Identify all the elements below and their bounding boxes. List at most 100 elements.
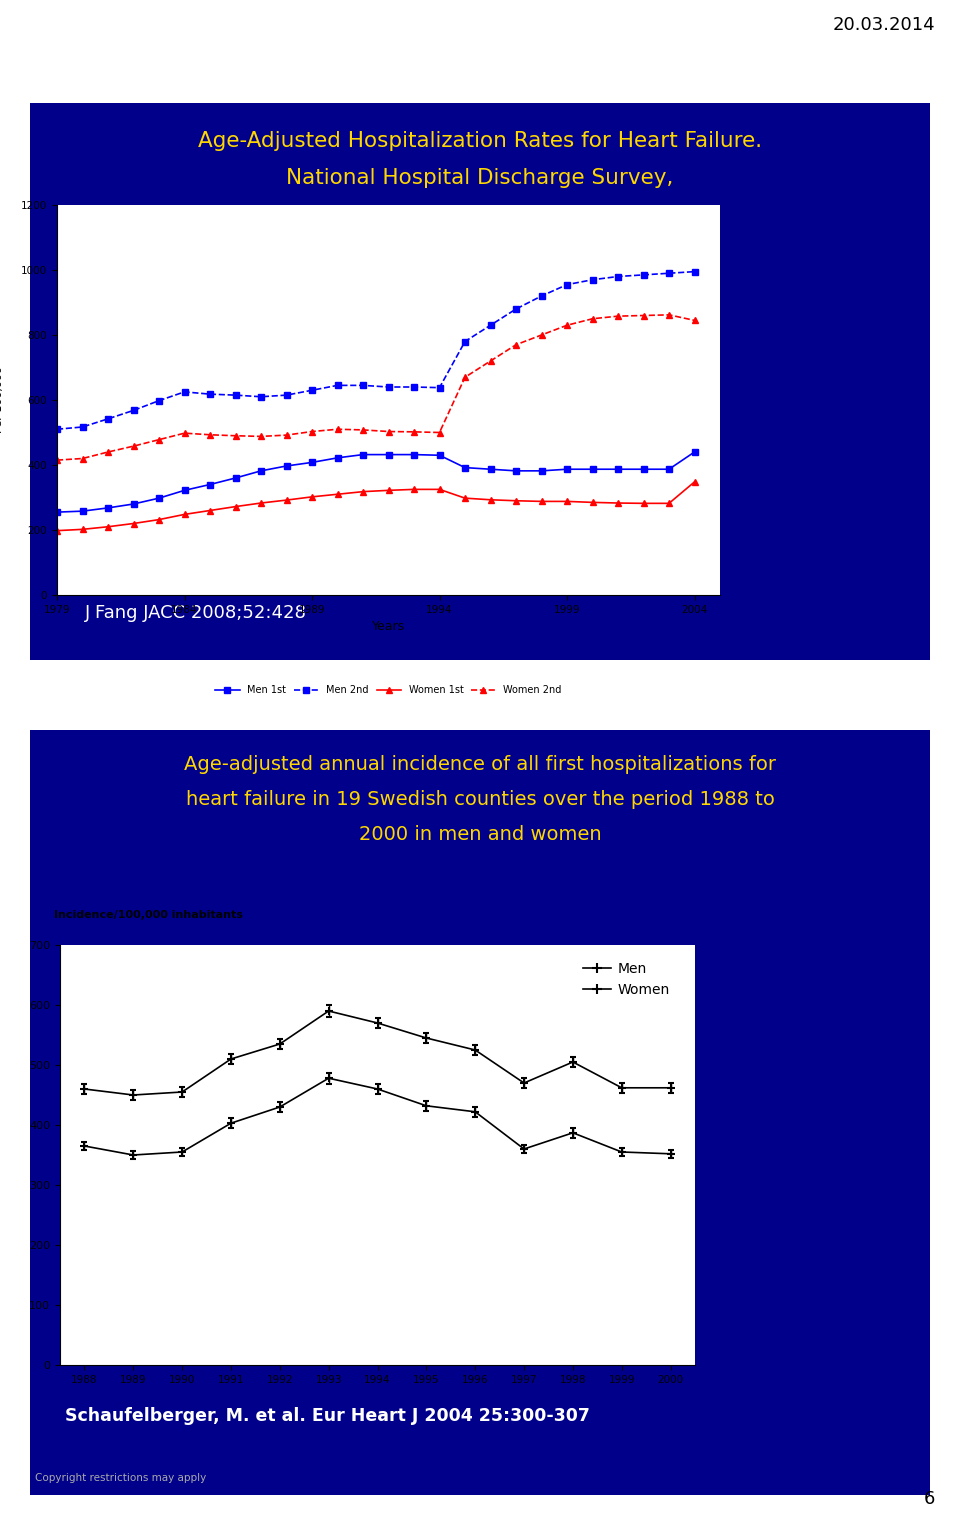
Men 2nd: [434, 378, 445, 397]
Women 1st: [434, 481, 445, 499]
Bar: [30, 729, 930, 1495]
Women 1st: [280, 491, 292, 510]
Men 1st: [637, 459, 649, 478]
Women 1st: [128, 514, 139, 533]
Men 2nd: [102, 409, 114, 427]
Women 2nd: [511, 336, 522, 354]
Men 1st: [51, 504, 62, 522]
Men 1st: [102, 499, 114, 517]
Women 1st: [562, 493, 573, 511]
Women 2nd: [255, 427, 267, 446]
Women 2nd: [663, 305, 675, 324]
Men 2nd: [562, 276, 573, 295]
Men 1st: [663, 459, 675, 478]
Women 2nd: [102, 443, 114, 461]
Men 1st: [306, 453, 318, 472]
Men 2nd: [255, 388, 267, 406]
Women 1st: [179, 505, 190, 523]
Men 2nd: [357, 377, 369, 395]
Women 2nd: [229, 427, 241, 446]
Women 1st: [383, 481, 395, 499]
Men 1st: [612, 459, 624, 478]
Men 2nd: [179, 383, 190, 401]
Women 2nd: [562, 316, 573, 334]
Men 1st: [128, 494, 139, 513]
Men 2nd: [383, 378, 395, 397]
Women 2nd: [332, 420, 344, 438]
Women 2nd: [434, 423, 445, 441]
Line: Women 1st: Women 1st: [54, 479, 697, 534]
Men 2nd: [51, 420, 62, 438]
Text: 20.03.2014: 20.03.2014: [832, 15, 935, 34]
Women 2nd: [536, 327, 547, 345]
Women 1st: [637, 494, 649, 513]
Text: Incidence/100,000 inhabitants: Incidence/100,000 inhabitants: [54, 909, 243, 920]
Women 2nd: [204, 426, 216, 444]
Men 1st: [229, 468, 241, 487]
Women 1st: [229, 497, 241, 516]
Women 2nd: [77, 449, 88, 467]
Men 2nd: [637, 266, 649, 284]
Women 1st: [536, 493, 547, 511]
Text: 2000 in men and women: 2000 in men and women: [359, 826, 601, 844]
Men 2nd: [154, 392, 165, 410]
Women 1st: [587, 493, 598, 511]
Men 1st: [688, 443, 700, 461]
Women 1st: [511, 491, 522, 510]
Men 2nd: [459, 333, 470, 351]
Men 1st: [204, 475, 216, 493]
Women 1st: [459, 488, 470, 507]
Women 2nd: [637, 307, 649, 325]
Men 2nd: [332, 377, 344, 395]
X-axis label: Years: Years: [372, 620, 405, 633]
Women 1st: [154, 510, 165, 528]
Women 2nd: [459, 368, 470, 386]
Women 2nd: [306, 423, 318, 441]
Text: J Fang JACC 2008;52:428: J Fang JACC 2008;52:428: [85, 604, 307, 623]
Line: Men 1st: Men 1st: [54, 449, 697, 514]
Men 2nd: [229, 386, 241, 404]
Text: Schaufelberger, M. et al. Eur Heart J 2004 25:300-307: Schaufelberger, M. et al. Eur Heart J 20…: [65, 1407, 589, 1425]
Men 2nd: [612, 267, 624, 285]
Women 2nd: [154, 430, 165, 449]
Men 1st: [332, 449, 344, 467]
Women 2nd: [357, 421, 369, 439]
Men 2nd: [77, 418, 88, 436]
Text: heart failure in 19 Swedish counties over the period 1988 to: heart failure in 19 Swedish counties ove…: [185, 790, 775, 809]
Women 1st: [688, 473, 700, 491]
Women 1st: [102, 517, 114, 536]
Men 1st: [485, 459, 496, 478]
Women 1st: [51, 522, 62, 540]
Women 1st: [357, 482, 369, 501]
Men 2nd: [587, 270, 598, 288]
Men 1st: [408, 446, 420, 464]
Men 2nd: [408, 378, 420, 397]
Women 1st: [485, 491, 496, 510]
Men 2nd: [306, 382, 318, 400]
Legend: Men, Women: Men, Women: [577, 957, 675, 1003]
Line: Men 2nd: Men 2nd: [54, 269, 697, 432]
Bar: [30, 102, 930, 661]
Men 1st: [536, 462, 547, 481]
Women 1st: [77, 520, 88, 539]
Men 2nd: [485, 316, 496, 334]
Men 1st: [383, 446, 395, 464]
Men 1st: [280, 456, 292, 475]
Women 1st: [612, 494, 624, 513]
Women 2nd: [128, 436, 139, 455]
Text: Age-Adjusted Hospitalization Rates for Heart Failure.: Age-Adjusted Hospitalization Rates for H…: [198, 131, 762, 151]
Women 2nd: [485, 353, 496, 371]
Men 2nd: [688, 262, 700, 281]
Women 1st: [408, 481, 420, 499]
Men 2nd: [663, 264, 675, 282]
Men 1st: [179, 481, 190, 499]
Women 2nd: [408, 423, 420, 441]
Women 2nd: [612, 307, 624, 325]
Women 2nd: [383, 423, 395, 441]
Men 1st: [459, 458, 470, 476]
Men 1st: [562, 459, 573, 478]
Women 1st: [255, 494, 267, 513]
Legend: Men 1st, Men 2nd, Women 1st, Women 2nd: Men 1st, Men 2nd, Women 1st, Women 2nd: [211, 682, 565, 699]
Women 1st: [204, 502, 216, 520]
Men 2nd: [511, 299, 522, 317]
